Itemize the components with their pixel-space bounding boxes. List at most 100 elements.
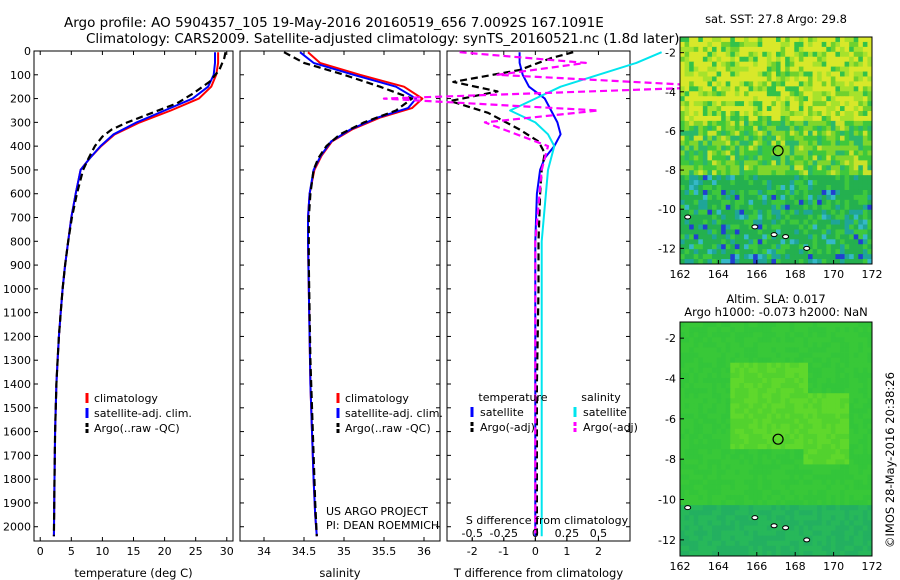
heatmap-cell	[789, 91, 795, 97]
heatmap-cell	[780, 418, 786, 425]
heatmap-cell	[730, 259, 736, 265]
heatmap-cell	[698, 56, 704, 63]
heatmap-cell	[803, 125, 809, 132]
heatmap-cell	[858, 327, 864, 333]
heatmap-cell	[867, 439, 873, 445]
heatmap-cell	[712, 150, 717, 156]
heatmap-cell	[840, 81, 845, 87]
heatmap-cell	[803, 81, 809, 87]
heatmap-cell	[689, 322, 695, 328]
heatmap-cell	[858, 96, 864, 102]
heatmap-cell	[862, 135, 868, 142]
heatmap-cell	[840, 254, 845, 260]
heatmap-cell	[753, 66, 759, 72]
heatmap-cell	[785, 96, 791, 102]
heatmap-cell	[812, 347, 818, 353]
heatmap-cell	[748, 515, 754, 521]
heatmap-cell	[789, 61, 795, 67]
heatmap-cell	[725, 489, 731, 496]
heatmap-cell	[762, 249, 768, 255]
heatmap-cell	[766, 484, 772, 491]
heatmap-cell	[744, 71, 749, 77]
heatmap-cell	[776, 111, 781, 117]
heatmap-cell	[739, 388, 745, 394]
heatmap-cell	[830, 46, 836, 53]
heatmap-cell	[680, 459, 685, 465]
heatmap-cell	[789, 170, 795, 176]
heatmap-cell	[858, 449, 864, 455]
heatmap-cell	[817, 459, 823, 465]
heatmap-cell	[803, 383, 809, 389]
heatmap-cell	[844, 388, 850, 394]
heatmap-cell	[748, 322, 754, 328]
heatmap-cell	[684, 367, 690, 374]
heatmap-cell	[684, 46, 690, 53]
heatmap-cell	[739, 347, 745, 353]
heatmap-cell	[712, 530, 717, 537]
heatmap-cell	[826, 535, 832, 542]
heatmap-cell	[739, 494, 745, 501]
heatmap-cell	[817, 383, 823, 389]
heatmap-cell	[862, 66, 868, 72]
heatmap-cell	[849, 170, 855, 176]
heatmap-cell	[721, 41, 727, 48]
heatmap-cell	[803, 474, 809, 481]
heatmap-cell	[794, 367, 800, 374]
heatmap-cell	[862, 204, 868, 211]
heatmap-cell	[744, 130, 749, 137]
heatmap-cell	[771, 209, 777, 216]
heatmap-cell	[780, 91, 786, 97]
heatmap-cell	[844, 469, 850, 476]
heatmap-cell	[789, 418, 795, 425]
heatmap-cell	[693, 189, 699, 196]
heatmap-cell	[840, 76, 845, 82]
heatmap-cell	[849, 505, 855, 511]
heatmap-cell	[698, 332, 704, 338]
x-tick-label: 20	[158, 545, 172, 558]
heatmap-cell	[693, 199, 699, 206]
heatmap-cell	[757, 464, 763, 470]
heatmap-cell	[785, 362, 791, 369]
heatmap-cell	[844, 520, 850, 526]
heatmap-cell	[808, 342, 813, 348]
heatmap-cell	[716, 428, 722, 435]
heatmap-cell	[812, 418, 818, 425]
heatmap-cell	[689, 469, 695, 476]
legend-label: Argo(..raw -QC)	[345, 422, 431, 435]
heatmap-cell	[776, 474, 781, 481]
heatmap-cell	[725, 494, 731, 501]
heatmap-cell	[689, 41, 695, 48]
heatmap-cell	[762, 37, 768, 43]
heatmap-cell	[785, 322, 791, 328]
heatmap-cell	[762, 383, 768, 389]
heatmap-cell	[862, 398, 868, 404]
heatmap-cell	[817, 115, 823, 122]
y-tick-label: -2	[665, 332, 676, 345]
heatmap-cell	[826, 234, 832, 240]
heatmap-cell	[748, 459, 754, 465]
heatmap-cell	[817, 214, 823, 220]
heatmap-cell	[753, 322, 759, 328]
heatmap-cell	[840, 362, 845, 369]
heatmap-cell	[689, 180, 695, 186]
heatmap-cell	[812, 56, 818, 63]
heatmap-cell	[785, 439, 791, 445]
heatmap-cell	[812, 175, 818, 181]
heatmap-cell	[817, 428, 823, 435]
heatmap-cell	[798, 530, 804, 537]
heatmap-cell	[712, 130, 717, 137]
island	[684, 214, 692, 220]
heatmap-cell	[734, 244, 740, 250]
heatmap-cell	[789, 37, 795, 43]
heatmap-cell	[776, 332, 781, 338]
heatmap-cell	[794, 209, 800, 216]
sst-map-panel: 162 164 166 168 170 172-2-4-6-8-10-12	[658, 36, 883, 281]
heatmap-cell	[753, 342, 759, 348]
heatmap-cell	[730, 51, 736, 58]
heatmap-cell	[785, 224, 791, 230]
heatmap-cell	[684, 439, 690, 445]
heatmap-cell	[684, 540, 690, 547]
heatmap-cell	[780, 209, 786, 216]
heatmap-cell	[684, 322, 690, 328]
heatmap-cell	[757, 510, 763, 516]
